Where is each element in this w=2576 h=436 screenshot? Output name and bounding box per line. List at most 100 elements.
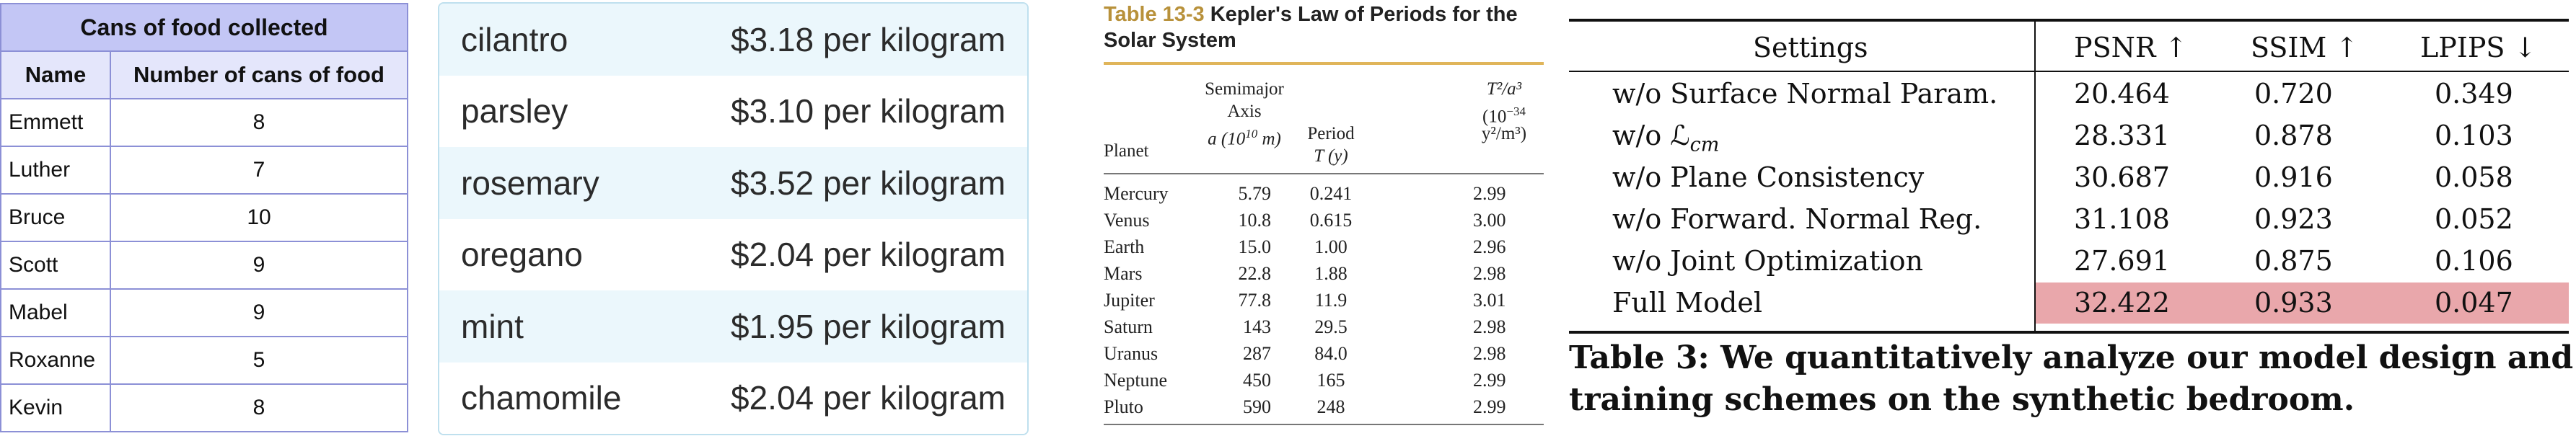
- value-cell: 9: [110, 241, 408, 290]
- axis-cell: 5.79: [1238, 183, 1272, 204]
- lpips-cell: 0.047: [2435, 287, 2513, 319]
- setting-cell: w/o Forward. Normal Reg.: [1612, 203, 1982, 235]
- value-cell: 5: [110, 336, 408, 385]
- column-header-ratio-line1: T²/a³: [1486, 79, 1522, 99]
- table-row: Jupiter 77.8 11.9 3.01: [1104, 287, 1544, 313]
- name-cell: Luther: [0, 146, 111, 195]
- period-cell: 1.00: [1314, 236, 1348, 257]
- period-cell: 11.9: [1314, 290, 1348, 311]
- name-cell: Scott: [0, 241, 111, 290]
- psnr-cell: 28.331: [2074, 120, 2170, 151]
- setting-cell-full-model: Full Model: [1612, 287, 1762, 319]
- ratio-cell: 2.98: [1473, 316, 1506, 337]
- caption-line-1: Table 3: We quantitatively analyze our m…: [1569, 339, 2574, 376]
- period-cell: 29.5: [1314, 316, 1348, 337]
- table-row: Saturn 143 29.5 2.98: [1104, 313, 1544, 340]
- lpips-cell: 0.052: [2435, 203, 2513, 235]
- column-header-psnr: PSNR ↑: [2074, 32, 2188, 63]
- header-rule: [1104, 173, 1544, 174]
- caption-line-2: training schemes on the synthetic bedroo…: [1569, 381, 2355, 418]
- ssim-cell: 0.933: [2254, 287, 2333, 319]
- value-cell: 8: [110, 383, 408, 432]
- column-header-name: Name: [0, 50, 111, 99]
- column-header-period-line2: T (y): [1314, 146, 1348, 166]
- axis-unit-prefix: a (10: [1208, 129, 1246, 149]
- table-row: Mabel 9: [0, 288, 408, 337]
- axis-cell: 22.8: [1238, 263, 1272, 284]
- herb-name: chamomile: [461, 379, 622, 417]
- ratio-cell: 2.96: [1473, 236, 1506, 257]
- title-underline: [1104, 62, 1544, 65]
- herb-price-table: cilantro $3.18 per kilogram parsley $3.10 …: [438, 2, 1029, 435]
- planet-cell: Saturn: [1104, 316, 1153, 337]
- herb-name: oregano: [461, 236, 583, 274]
- column-header-lpips: LPIPS ↓: [2420, 32, 2537, 63]
- table-row: Pluto 590 248 2.99: [1104, 393, 1544, 420]
- psnr-cell: 31.108: [2074, 203, 2170, 235]
- herb-name: mint: [461, 307, 524, 345]
- table-row: chamomile $2.04 per kilogram: [439, 362, 1027, 434]
- planet-cell: Venus: [1104, 210, 1150, 231]
- table-row: mint $1.95 per kilogram: [439, 290, 1027, 362]
- herb-price: $3.18 per kilogram: [731, 20, 1006, 58]
- planet-cell: Pluto: [1104, 396, 1143, 417]
- table-row: parsley $3.10 per kilogram: [439, 75, 1027, 147]
- name-cell: Roxanne: [0, 336, 111, 385]
- bottom-rule: [1104, 424, 1544, 425]
- psnr-cell: 27.691: [2074, 245, 2170, 277]
- column-separator: [2034, 22, 2036, 331]
- herb-price: $2.04 per kilogram: [731, 236, 1006, 274]
- table-row: Uranus 287 84.0 2.98: [1104, 340, 1544, 367]
- ratio-cell: 2.99: [1473, 183, 1506, 204]
- ssim-cell: 0.878: [2254, 120, 2333, 151]
- ratio-cell: 2.98: [1473, 263, 1506, 284]
- loss-subscript: cm: [1689, 133, 1720, 156]
- psnr-cell: 20.464: [2074, 78, 2170, 110]
- axis-cell: 10.8: [1238, 210, 1272, 231]
- axis-cell: 143: [1243, 316, 1271, 337]
- top-rule: [1569, 19, 2569, 22]
- psnr-cell: 30.687: [2074, 161, 2170, 193]
- setting-text: w/o ℒ: [1612, 120, 1690, 151]
- header-rule: [1569, 71, 2569, 72]
- period-cell: 0.241: [1309, 183, 1353, 204]
- axis-unit-exponent: 10: [1245, 127, 1258, 141]
- column-header-ratio-line2: (10−34: [1464, 100, 1544, 128]
- herb-price: $1.95 per kilogram: [731, 307, 1006, 345]
- table-row: Earth 15.0 1.00 2.96: [1104, 233, 1544, 260]
- table-row: Luther 7: [0, 146, 408, 195]
- table-row: Neptune 450 165 2.99: [1104, 367, 1544, 393]
- period-cell: 165: [1316, 370, 1345, 391]
- herb-price: $2.04 per kilogram: [731, 379, 1006, 417]
- period-cell: 1.88: [1314, 263, 1348, 284]
- ssim-cell: 0.720: [2254, 78, 2333, 110]
- ssim-cell: 0.916: [2254, 161, 2333, 193]
- setting-cell: w/o Surface Normal Param.: [1612, 78, 1998, 110]
- column-header-axis-line2: Axis: [1227, 102, 1262, 121]
- value-cell: 9: [110, 288, 408, 337]
- ratio-unit-exponent: −34: [1506, 104, 1526, 118]
- cans-of-food-table-panel: Cans of food collected Name Number of ca…: [0, 3, 410, 432]
- herb-name: cilantro: [461, 20, 568, 58]
- axis-cell: 590: [1243, 396, 1271, 417]
- name-cell: Bruce: [0, 193, 111, 242]
- planet-cell: Mercury: [1104, 183, 1169, 204]
- table-row: Mars 22.8 1.88 2.98: [1104, 260, 1544, 287]
- bottom-rule: [1569, 331, 2569, 334]
- table-row: Roxanne 5: [0, 336, 408, 385]
- column-header-period-line1: Period: [1307, 124, 1355, 143]
- name-cell: Emmett: [0, 98, 111, 147]
- column-header-cans: Number of cans of food: [110, 50, 408, 99]
- table-row: Venus 10.8 0.615 3.00: [1104, 207, 1544, 233]
- herb-price: $3.52 per kilogram: [731, 164, 1006, 202]
- axis-unit-suffix: m): [1257, 129, 1281, 149]
- table-row: Scott 9: [0, 241, 408, 290]
- ratio-cell: 2.99: [1473, 370, 1506, 391]
- ablation-table-panel: Settings PSNR ↑ SSIM ↑ LPIPS ↓ w/o Surfa…: [1569, 0, 2576, 436]
- cans-of-food-table: Cans of food collected Name Number of ca…: [0, 3, 408, 432]
- column-header-settings: Settings: [1753, 32, 1868, 63]
- table-row: cilantro $3.18 per kilogram: [439, 4, 1027, 76]
- ratio-cell: 2.98: [1473, 343, 1506, 364]
- axis-cell: 287: [1243, 343, 1271, 364]
- table-title-text: Kepler's Law of Periods for the Solar Sy…: [1104, 3, 1518, 52]
